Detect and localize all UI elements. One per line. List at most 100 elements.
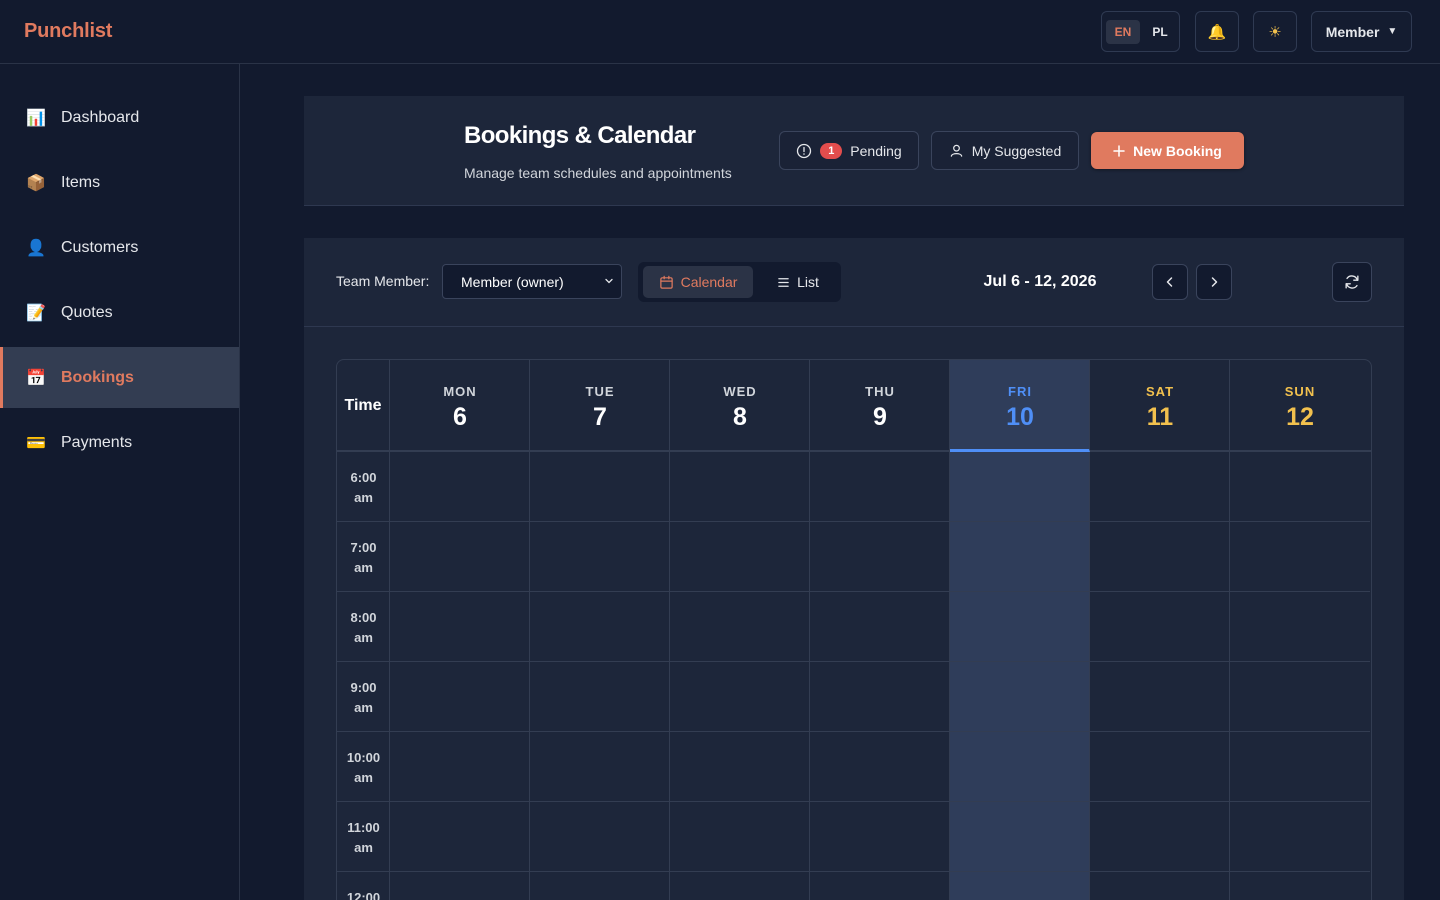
time-slot-cell[interactable] xyxy=(1090,732,1230,802)
time-slot-cell[interactable] xyxy=(1230,872,1370,900)
sidebar-item-payments[interactable]: 💳 Payments xyxy=(0,412,239,473)
time-slot-label: 10:00 am xyxy=(337,732,390,802)
time-slot-cell[interactable] xyxy=(670,592,810,662)
time-slot-cell[interactable] xyxy=(810,522,950,592)
lang-en-button[interactable]: EN xyxy=(1106,20,1140,44)
time-slot-cell[interactable] xyxy=(810,452,950,522)
refresh-icon xyxy=(1343,273,1361,291)
time-slot-cell[interactable] xyxy=(530,732,670,802)
time-slot-cell[interactable] xyxy=(670,662,810,732)
time-slot-cell[interactable] xyxy=(1090,452,1230,522)
time-slot-cell[interactable] xyxy=(390,732,530,802)
day-name: WED xyxy=(723,384,757,399)
time-slot-cell[interactable] xyxy=(1230,452,1370,522)
view-list-button[interactable]: List xyxy=(763,266,833,298)
theme-toggle-button[interactable]: ☀ xyxy=(1253,11,1297,52)
lang-pl-button[interactable]: PL xyxy=(1152,25,1168,39)
time-slot-cell[interactable] xyxy=(1090,522,1230,592)
time-slot-cell[interactable] xyxy=(1090,802,1230,872)
time-slot-cell[interactable] xyxy=(530,522,670,592)
team-member-select[interactable]: Member (owner) xyxy=(442,264,622,299)
sidebar-item-label: Payments xyxy=(61,433,133,451)
new-booking-button[interactable]: New Booking xyxy=(1091,132,1244,169)
time-slot-cell[interactable] xyxy=(670,522,810,592)
time-slot-cell[interactable] xyxy=(810,872,950,900)
team-member-label: Team Member: xyxy=(336,273,430,289)
time-slot-label: 8:00 am xyxy=(337,592,390,662)
my-suggested-button[interactable]: My Suggested xyxy=(931,131,1079,170)
person-icon: 👤 xyxy=(26,239,46,257)
time-slot-cell[interactable] xyxy=(1230,732,1370,802)
time-slot-cell[interactable] xyxy=(810,662,950,732)
time-slot-cell[interactable] xyxy=(1230,522,1370,592)
view-calendar-button[interactable]: Calendar xyxy=(643,266,753,298)
sidebar-item-quotes[interactable]: 📝 Quotes xyxy=(0,282,239,343)
day-header-tue[interactable]: TUE 7 xyxy=(530,360,670,450)
time-slot-cell[interactable] xyxy=(810,592,950,662)
day-header-thu[interactable]: THU 9 xyxy=(810,360,950,450)
time-slot-cell[interactable] xyxy=(950,452,1090,522)
time-slot-cell[interactable] xyxy=(950,522,1090,592)
time-slot-cell[interactable] xyxy=(810,802,950,872)
time-slot-cell[interactable] xyxy=(670,872,810,900)
brand-logo[interactable]: Punchlist xyxy=(24,20,113,42)
time-slot-cell[interactable] xyxy=(950,802,1090,872)
time-slot-cell[interactable] xyxy=(1230,592,1370,662)
calendar-header-row: Time MON 6 TUE 7 WED 8 THU 9 FRI 10 xyxy=(337,360,1371,452)
next-week-button[interactable] xyxy=(1196,264,1232,300)
new-booking-label: New Booking xyxy=(1133,142,1222,159)
time-slot-cell[interactable] xyxy=(670,802,810,872)
time-slot-cell[interactable] xyxy=(1230,662,1370,732)
previous-week-button[interactable] xyxy=(1152,264,1188,300)
time-slot-cell[interactable] xyxy=(950,872,1090,900)
package-icon: 📦 xyxy=(26,174,46,192)
time-slot-cell[interactable] xyxy=(1090,872,1230,900)
user-menu-label: Member xyxy=(1325,23,1380,40)
time-slot-cell[interactable] xyxy=(530,872,670,900)
day-number: 10 xyxy=(1006,403,1034,431)
time-slot-cell[interactable] xyxy=(530,802,670,872)
time-column: 6:00 am 7:00 am 8:00 am 9:00 am 10:00 am 11:0… xyxy=(337,452,390,900)
time-slot-cell[interactable] xyxy=(390,452,530,522)
time-slot-cell[interactable] xyxy=(390,872,530,900)
sidebar-item-bookings[interactable]: 📅 Bookings xyxy=(0,347,239,408)
pending-label: Pending xyxy=(850,142,902,159)
time-slot-cell[interactable] xyxy=(530,662,670,732)
day-header-sun[interactable]: SUN 12 xyxy=(1230,360,1370,450)
plus-icon xyxy=(1113,144,1125,157)
time-slot-cell[interactable] xyxy=(950,662,1090,732)
time-slot-cell[interactable] xyxy=(390,662,530,732)
pending-button[interactable]: 1 Pending xyxy=(779,131,919,170)
day-header-fri[interactable]: FRI 10 xyxy=(950,360,1090,452)
time-slot-cell[interactable] xyxy=(390,802,530,872)
caret-down-icon: ▼ xyxy=(1387,26,1398,37)
day-header-mon[interactable]: MON 6 xyxy=(390,360,530,450)
time-slot-cell[interactable] xyxy=(1090,662,1230,732)
time-slot-cell[interactable] xyxy=(1090,592,1230,662)
time-slot-label: 9:00 am xyxy=(337,662,390,732)
notifications-button[interactable]: 🔔 xyxy=(1195,11,1239,52)
time-slot-label: 12:00pm xyxy=(337,872,390,900)
day-header-wed[interactable]: WED 8 xyxy=(670,360,810,450)
top-bar: Punchlist EN PL 🔔 ☀ Member ▼ xyxy=(0,0,1440,64)
time-slot-cell[interactable] xyxy=(670,732,810,802)
user-menu-button[interactable]: Member ▼ xyxy=(1311,11,1412,52)
sidebar-item-dashboard[interactable]: 📊 Dashboard xyxy=(0,87,239,148)
refresh-button[interactable] xyxy=(1332,262,1372,302)
sidebar-item-items[interactable]: 📦 Items xyxy=(0,152,239,213)
time-slot-cell[interactable] xyxy=(810,732,950,802)
time-slot-cell[interactable] xyxy=(670,452,810,522)
time-slot-cell[interactable] xyxy=(950,732,1090,802)
time-slot-cell[interactable] xyxy=(390,592,530,662)
time-slot-cell[interactable] xyxy=(530,452,670,522)
day-column-sun xyxy=(1230,452,1370,900)
sidebar-item-customers[interactable]: 👤 Customers xyxy=(0,217,239,278)
calendar-toolbar: Team Member: Member (owner) Calendar Lis… xyxy=(304,238,1404,327)
bell-icon: 🔔 xyxy=(1207,23,1227,41)
time-slot-cell[interactable] xyxy=(1230,802,1370,872)
time-slot-cell[interactable] xyxy=(390,522,530,592)
time-slot-cell[interactable] xyxy=(530,592,670,662)
time-slot-label: 7:00 am xyxy=(337,522,390,592)
time-slot-cell[interactable] xyxy=(950,592,1090,662)
day-header-sat[interactable]: SAT 11 xyxy=(1090,360,1230,450)
